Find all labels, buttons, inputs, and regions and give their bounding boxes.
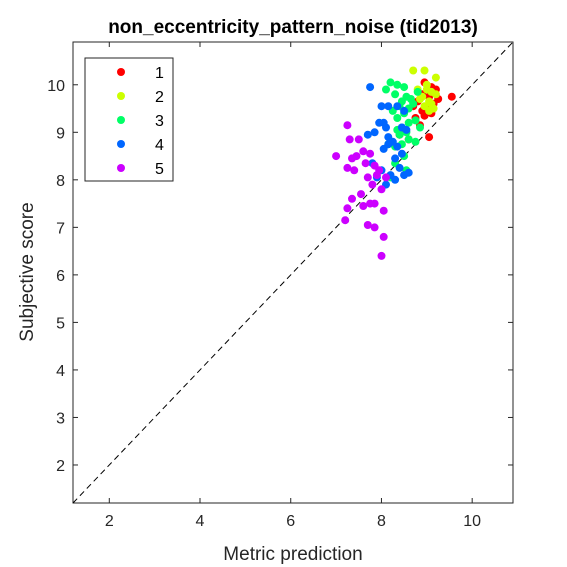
point-series-3-28 — [413, 87, 422, 96]
x-tick-label-1: 4 — [196, 513, 205, 530]
x-tick-label-2: 6 — [286, 513, 295, 530]
point-series-5-0 — [343, 121, 352, 130]
legend-box — [84, 57, 174, 182]
point-series-5-18 — [379, 206, 388, 215]
legend-label-2: 2 — [155, 89, 164, 106]
point-series-4-14 — [393, 142, 402, 151]
point-series-4-2 — [384, 102, 393, 111]
point-series-2-13 — [431, 90, 440, 99]
y-tick-label-7: 9 — [56, 125, 65, 142]
point-series-5-27 — [372, 171, 381, 180]
point-series-3-1 — [393, 80, 402, 89]
point-series-5-28 — [382, 173, 390, 182]
chart-title: non_eccentricity_pattern_noise (tid2013) — [108, 17, 478, 38]
point-series-5-25 — [377, 251, 386, 260]
y-tick-label-0: 2 — [56, 458, 65, 475]
y-tick-label-3: 5 — [56, 315, 65, 332]
legend-label-1: 1 — [155, 65, 164, 82]
point-series-4-4 — [400, 106, 409, 115]
point-series-4-11 — [363, 130, 372, 139]
point-series-3-3 — [382, 85, 390, 94]
legend-label-4: 4 — [155, 137, 164, 154]
point-series-5-12 — [363, 173, 372, 182]
point-series-3-2 — [400, 83, 409, 92]
legend-items: 1 2 3 4 5 — [117, 65, 164, 178]
point-series-5-22 — [363, 221, 372, 229]
points-layer — [332, 66, 456, 260]
point-series-5-9 — [343, 163, 352, 172]
point-series-5-26 — [359, 202, 368, 210]
point-series-4-3 — [393, 102, 402, 111]
point-series-1-6 — [447, 92, 456, 101]
y-tick-label-6: 8 — [56, 173, 65, 190]
point-series-5-3 — [359, 147, 368, 156]
legend-marker-5 — [117, 164, 125, 172]
point-series-5-17 — [370, 199, 379, 208]
x-axis-label: Metric prediction — [223, 544, 362, 565]
legend-marker-1 — [117, 68, 125, 76]
point-series-4-0 — [366, 83, 375, 92]
reference-line-layer — [72, 41, 514, 504]
point-series-5-20 — [343, 204, 352, 213]
point-series-4-24 — [391, 175, 400, 184]
point-series-4-20 — [395, 163, 404, 172]
point-series-4-27 — [384, 140, 393, 149]
legend-label-3: 3 — [155, 113, 164, 130]
point-series-4-7 — [382, 123, 390, 132]
legend-label-5: 5 — [155, 161, 164, 178]
y-tick-label-8: 10 — [47, 78, 65, 95]
point-series-3-0 — [386, 78, 395, 87]
point-series-2-9 — [422, 85, 431, 94]
point-series-4-17 — [391, 154, 400, 163]
point-series-5-1 — [345, 135, 354, 144]
point-series-3-12 — [411, 116, 420, 125]
point-series-2-0 — [409, 66, 418, 75]
point-series-3-13 — [393, 114, 402, 122]
y-tick-label-5: 7 — [56, 220, 65, 237]
legend-marker-4 — [117, 140, 125, 148]
point-series-3-27 — [409, 99, 418, 108]
point-series-3-14 — [404, 118, 413, 127]
point-series-5-23 — [370, 223, 379, 232]
x-tick-label-4: 10 — [463, 513, 481, 530]
reference-line — [72, 41, 514, 504]
point-series-1-12 — [425, 133, 434, 142]
point-series-5-6 — [366, 149, 375, 158]
point-series-5-4 — [332, 152, 341, 161]
point-series-4-26 — [400, 171, 409, 180]
point-series-5-19 — [348, 194, 356, 203]
point-series-3-20 — [411, 137, 420, 146]
point-series-4-1 — [377, 102, 386, 111]
point-series-5-10 — [350, 166, 359, 175]
legend: 1 2 3 4 5 — [84, 57, 174, 182]
point-series-5-24 — [379, 232, 388, 241]
point-series-2-2 — [431, 73, 440, 82]
x-tick-label-3: 8 — [377, 513, 386, 530]
ticks-layer: 2 4 6 8 10 2 3 4 5 6 7 8 9 10 — [47, 42, 513, 530]
y-tick-label-4: 6 — [56, 268, 65, 285]
point-series-3-4 — [391, 90, 400, 99]
legend-marker-2 — [117, 92, 125, 100]
point-series-5-21 — [341, 216, 350, 225]
point-series-5-29 — [352, 152, 361, 161]
point-series-5-14 — [377, 185, 386, 194]
x-tick-label-0: 2 — [105, 513, 114, 530]
point-series-5-15 — [357, 190, 365, 199]
y-axis-label: Subjective score — [17, 202, 38, 341]
y-tick-label-1: 3 — [56, 410, 65, 427]
point-series-4-10 — [402, 125, 411, 134]
point-series-3-16 — [416, 123, 424, 132]
point-series-2-1 — [420, 66, 429, 75]
legend-marker-3 — [117, 116, 125, 124]
point-series-3-19 — [404, 135, 413, 144]
point-series-2-14 — [425, 106, 434, 115]
point-series-5-7 — [361, 159, 370, 168]
point-series-4-16 — [397, 149, 406, 158]
y-tick-label-2: 4 — [56, 363, 65, 380]
point-series-5-13 — [368, 180, 377, 189]
point-series-5-2 — [354, 135, 363, 144]
point-series-2-11 — [427, 99, 436, 108]
point-series-4-8 — [370, 128, 379, 137]
